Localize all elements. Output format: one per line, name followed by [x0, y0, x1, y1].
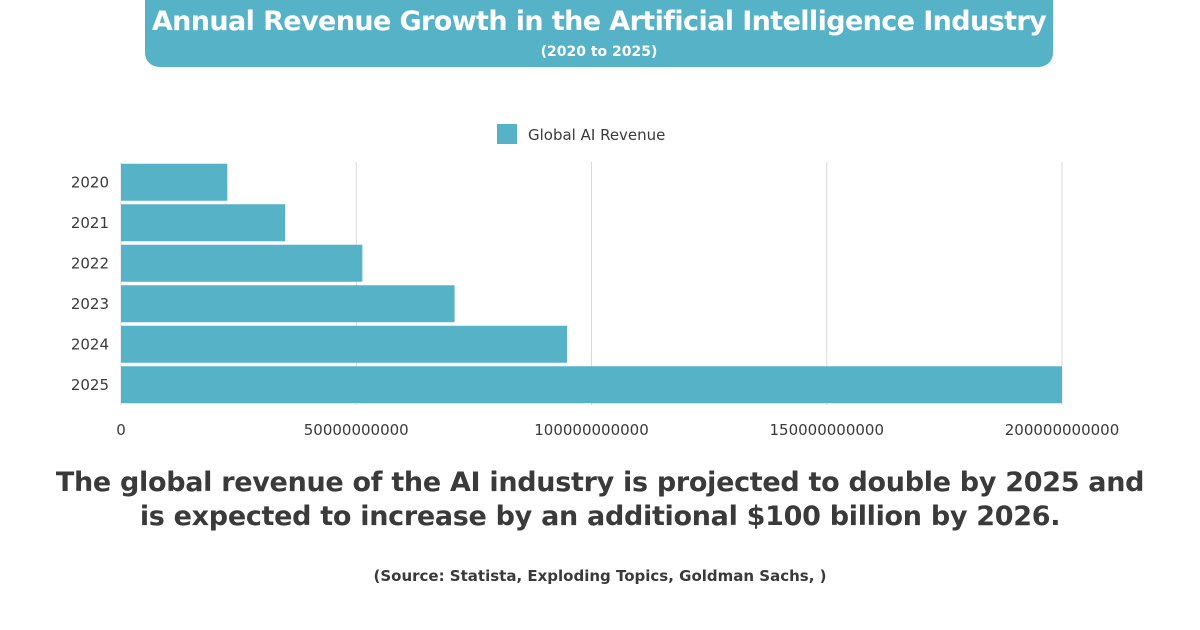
bar-2020	[121, 163, 228, 201]
x-tick-label: 200000000000	[1005, 421, 1120, 439]
bar-chart: Global AI Revenue 2020202120222023202420…	[71, 124, 1119, 439]
chart-title: Annual Revenue Growth in the Artificial …	[151, 6, 1047, 37]
y-tick-label: 2020	[71, 173, 109, 191]
bar-2024	[121, 325, 568, 363]
y-tick-label: 2024	[71, 335, 109, 353]
summary-line-1: The global revenue of the AI industry is…	[55, 467, 1145, 498]
y-tick-label: 2023	[71, 295, 109, 313]
source-note: (Source: Statista, Exploding Topics, Gol…	[373, 567, 827, 585]
bar-2023	[121, 285, 455, 323]
chart-legend: Global AI Revenue	[497, 124, 665, 144]
summary-line-2: is expected to increase by an additional…	[139, 501, 1061, 532]
title-banner: Annual Revenue Growth in the Artificial …	[145, 0, 1053, 67]
x-tick-label: 50000000000	[304, 421, 409, 439]
x-tick-label: 150000000000	[769, 421, 884, 439]
chart-subtitle: (2020 to 2025)	[540, 44, 658, 60]
legend-label: Global AI Revenue	[528, 126, 665, 144]
y-tick-label: 2021	[71, 214, 109, 232]
y-axis-labels: 2020 2021 2022 2023 2024 2025	[71, 173, 109, 394]
bars	[121, 163, 1062, 404]
y-tick-label: 2022	[71, 254, 109, 272]
bar-2022	[121, 244, 363, 282]
gridlines	[120, 162, 1063, 405]
bar-2021	[121, 204, 286, 242]
x-axis-labels: 0 50000000000 100000000000 150000000000 2000…	[116, 421, 1119, 439]
summary-headline: The global revenue of the AI industry is…	[40, 466, 1160, 534]
x-tick-label: 0	[116, 421, 126, 439]
x-tick-label: 100000000000	[534, 421, 649, 439]
bar-2025	[121, 366, 1062, 404]
legend-swatch	[497, 124, 517, 144]
y-tick-label: 2025	[71, 376, 109, 394]
